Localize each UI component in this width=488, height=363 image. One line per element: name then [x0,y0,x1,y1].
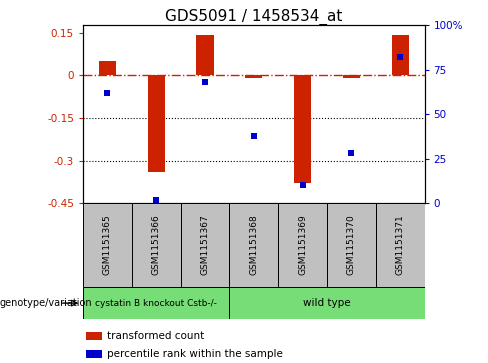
Bar [392,35,409,75]
Point [250,133,258,139]
Bar [376,203,425,287]
Bar [294,75,311,183]
Bar [327,203,376,287]
Bar [86,350,102,358]
Point [201,79,209,85]
Text: GSM1151370: GSM1151370 [347,215,356,276]
Text: GSM1151366: GSM1151366 [152,215,161,276]
Text: cystatin B knockout Cstb-/-: cystatin B knockout Cstb-/- [95,299,217,307]
Text: GSM1151368: GSM1151368 [249,215,258,276]
Text: GSM1151367: GSM1151367 [201,215,209,276]
Bar [86,332,102,340]
Point [103,90,111,96]
Bar [229,203,278,287]
Bar [83,203,132,287]
Point [152,197,160,203]
Bar [229,287,425,319]
Text: GSM1151371: GSM1151371 [396,215,405,276]
Text: GSM1151369: GSM1151369 [298,215,307,276]
Point [299,183,306,188]
Text: wild type: wild type [303,298,351,308]
Text: transformed count: transformed count [107,331,204,341]
Text: percentile rank within the sample: percentile rank within the sample [107,349,283,359]
Bar [99,61,116,75]
Bar [83,287,229,319]
Point [396,54,404,60]
Bar [181,203,229,287]
Point [347,151,355,156]
Bar [245,75,263,78]
Text: GSM1151365: GSM1151365 [103,215,112,276]
Bar [197,35,214,75]
Bar [132,203,181,287]
Text: genotype/variation: genotype/variation [0,298,93,308]
Bar [343,75,360,78]
Title: GDS5091 / 1458534_at: GDS5091 / 1458534_at [165,9,343,25]
Bar [148,75,164,172]
Bar [278,203,327,287]
